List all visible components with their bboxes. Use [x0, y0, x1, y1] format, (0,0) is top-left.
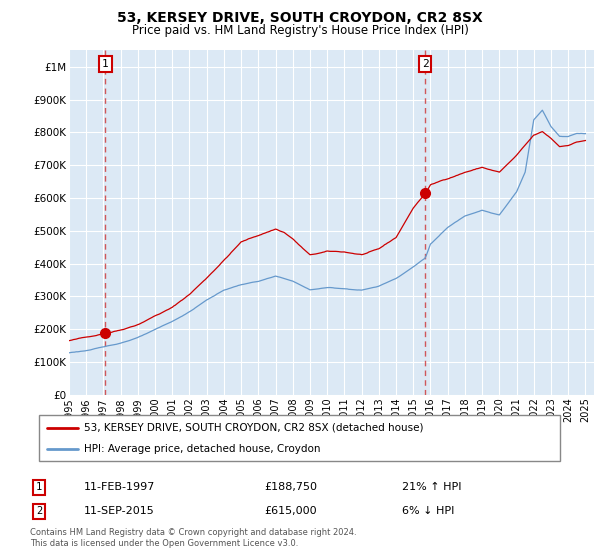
Text: 53, KERSEY DRIVE, SOUTH CROYDON, CR2 8SX (detached house): 53, KERSEY DRIVE, SOUTH CROYDON, CR2 8SX… [83, 423, 423, 433]
Text: 2: 2 [422, 59, 428, 69]
Text: 11-FEB-1997: 11-FEB-1997 [84, 482, 155, 492]
Text: 11-SEP-2015: 11-SEP-2015 [84, 506, 155, 516]
Text: Price paid vs. HM Land Registry's House Price Index (HPI): Price paid vs. HM Land Registry's House … [131, 24, 469, 36]
Text: 53, KERSEY DRIVE, SOUTH CROYDON, CR2 8SX: 53, KERSEY DRIVE, SOUTH CROYDON, CR2 8SX [117, 11, 483, 25]
FancyBboxPatch shape [38, 416, 560, 461]
Text: 2: 2 [36, 506, 42, 516]
Text: £188,750: £188,750 [264, 482, 317, 492]
Text: HPI: Average price, detached house, Croydon: HPI: Average price, detached house, Croy… [83, 444, 320, 454]
Text: 1: 1 [102, 59, 109, 69]
Text: 6% ↓ HPI: 6% ↓ HPI [402, 506, 454, 516]
Text: Contains HM Land Registry data © Crown copyright and database right 2024.
This d: Contains HM Land Registry data © Crown c… [30, 528, 356, 548]
Text: £615,000: £615,000 [264, 506, 317, 516]
Text: 1: 1 [36, 482, 42, 492]
Text: 21% ↑ HPI: 21% ↑ HPI [402, 482, 461, 492]
